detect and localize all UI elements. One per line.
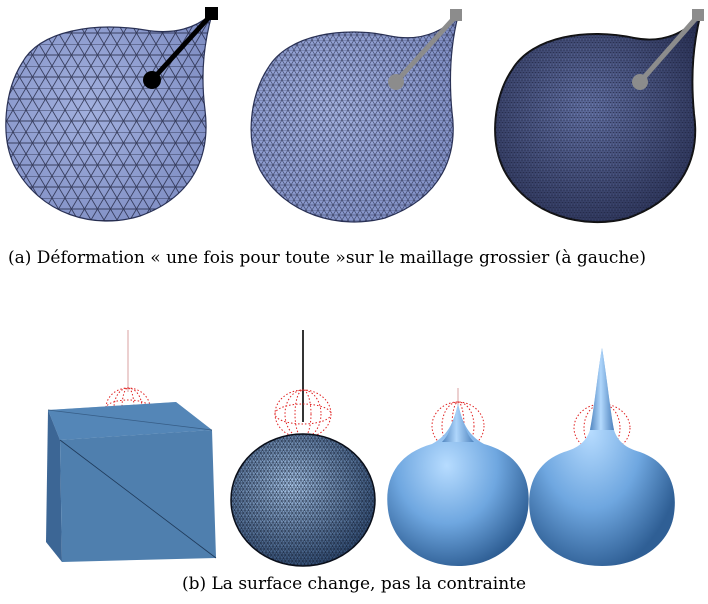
- handle-anchor-inactive: [632, 74, 648, 90]
- cube-front: [46, 410, 62, 562]
- smooth-surface: [387, 404, 529, 566]
- coarse-mesh-panel: [5, 7, 218, 222]
- cube-face: [60, 430, 216, 562]
- handle-tip-inactive: [450, 9, 462, 21]
- figure-b-caption: (b) La surface change, pas la contrainte: [181, 574, 527, 594]
- handle-arm: [150, 12, 214, 82]
- fine-mesh-panel: [494, 9, 704, 224]
- handle-tip-inactive: [692, 9, 704, 21]
- handle-anchor-inactive: [388, 74, 404, 90]
- medium-mesh-panel: [250, 9, 462, 223]
- handle-arm-inactive: [638, 14, 700, 84]
- small-spike-panel: [387, 388, 529, 566]
- tall-spike-panel: [529, 348, 675, 566]
- smooth-surface: [529, 348, 675, 566]
- sphere-mesh-panel: [230, 330, 376, 567]
- figure-b-row: [46, 330, 675, 567]
- figure-a-caption: (a) Déformation « une fois pour toute »s…: [8, 248, 646, 268]
- cube-panel: [46, 330, 217, 562]
- handle-anchor: [143, 71, 161, 89]
- handle-arm-inactive: [394, 14, 458, 84]
- handle-tip: [205, 7, 218, 20]
- figure-a-row: [5, 7, 704, 224]
